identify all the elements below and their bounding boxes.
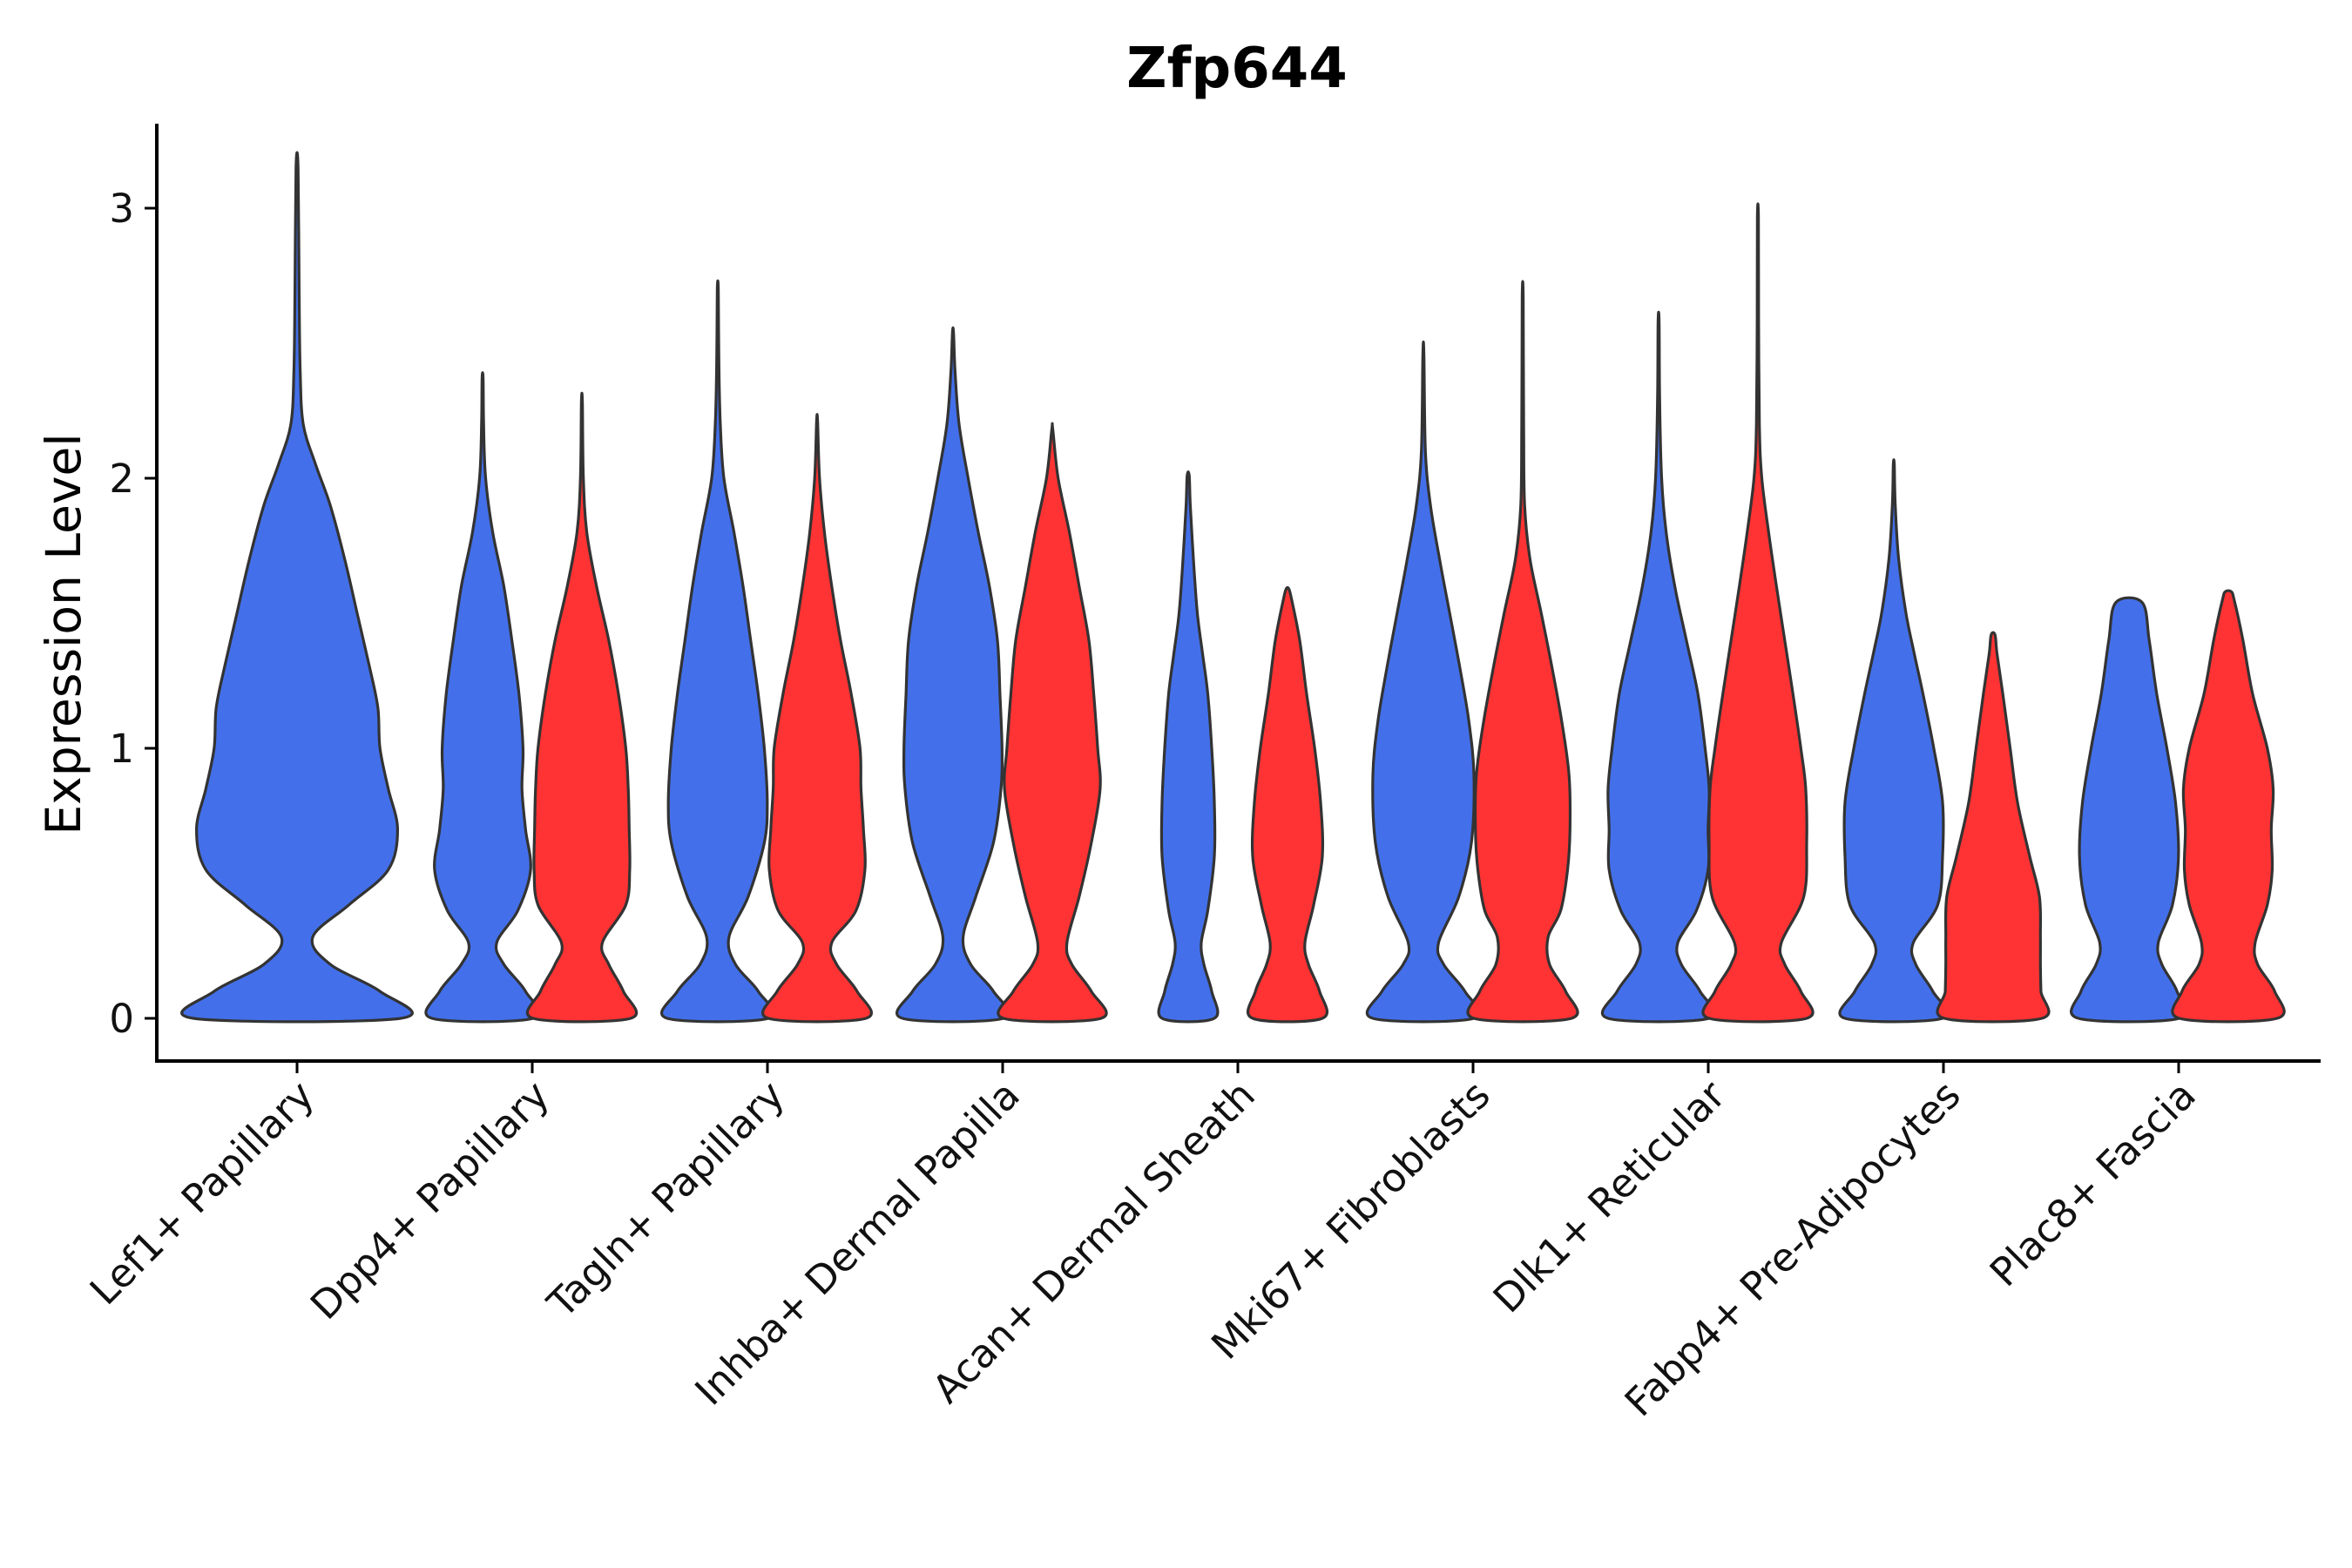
y-tick-label: 2 bbox=[109, 456, 134, 502]
violin-blue-5 bbox=[1157, 470, 1220, 1024]
y-axis-ticks: 0 1 2 3 bbox=[109, 186, 157, 1042]
violin-blue-8 bbox=[1838, 458, 1950, 1024]
x-tick-label: Plac8+ Fascia bbox=[1981, 1071, 2205, 1295]
chart-title: Zfp644 bbox=[1126, 37, 1348, 101]
violin-blue-7 bbox=[1600, 310, 1717, 1024]
x-tick-label: Lef1+ Papillary bbox=[81, 1071, 323, 1314]
violin-red-2 bbox=[525, 391, 639, 1024]
x-tick-label: Dlk1+ Reticular bbox=[1484, 1071, 1734, 1321]
y-tick-label: 1 bbox=[109, 726, 134, 772]
violin-blue-6 bbox=[1365, 340, 1482, 1024]
violin-red-3 bbox=[761, 413, 873, 1024]
x-tick-label: Dpp4+ Papillary bbox=[301, 1071, 558, 1328]
violin-blue-9 bbox=[2070, 596, 2188, 1024]
violin-layer bbox=[180, 151, 2286, 1024]
violin-red-4 bbox=[997, 422, 1108, 1024]
x-tick-label: Tagln+ Papillary bbox=[538, 1071, 794, 1327]
violin-blue-3 bbox=[659, 279, 776, 1024]
violin-blue-4 bbox=[895, 326, 1011, 1024]
violin-red-6 bbox=[1466, 280, 1579, 1024]
y-tick-label: 3 bbox=[109, 186, 134, 232]
y-tick-label: 0 bbox=[109, 996, 134, 1042]
y-axis-label: Expression Level bbox=[36, 433, 91, 835]
violin-red-7 bbox=[1701, 202, 1815, 1024]
violin-blue-2 bbox=[424, 371, 541, 1024]
violin-red-9 bbox=[2171, 589, 2286, 1024]
violin-red-5 bbox=[1247, 585, 1328, 1024]
violin-blue-1 bbox=[180, 151, 414, 1024]
violin-red-8 bbox=[1936, 631, 2051, 1024]
